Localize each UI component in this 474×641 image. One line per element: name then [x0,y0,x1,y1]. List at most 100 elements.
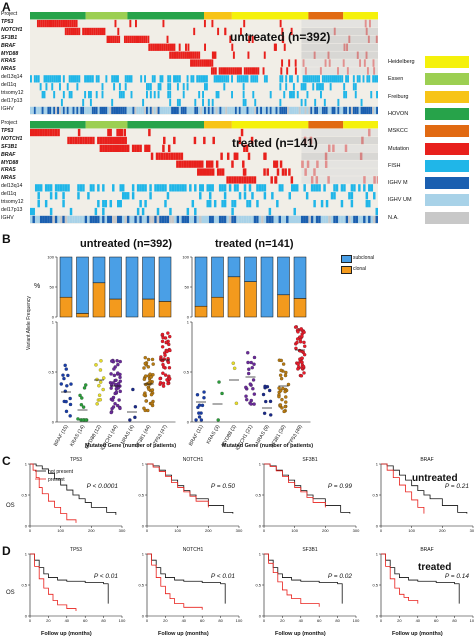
untreated-mutation-cell [38,19,41,28]
treated-project-segment [308,121,344,129]
untreated-na-block [301,35,378,43]
untreated-mutation-cell [173,51,175,59]
untreated-row-label-del13q14: del13q14 [1,74,23,81]
treated-fish-cell [87,192,90,200]
untreated-bar-clonal [59,296,73,318]
treated-ighv-cell [52,215,55,224]
untreated-fish-cell [62,91,65,99]
legend-swatch-mskcc [425,125,469,138]
untreated-mutation-cell [224,67,227,75]
untreated-fish-cell [292,91,295,99]
untreated-scatter-point [167,366,172,370]
untreated-scatter-point [118,359,122,364]
untreated-ighv-cell [364,106,367,115]
treated-fish-cell [191,200,195,208]
treated-ighv-cell [174,215,177,224]
treated-mutation-cell [270,176,273,184]
untreated-ighv-cell [47,106,50,115]
untreated-scatter-point [133,405,138,409]
treated-ighv-cell [300,215,304,224]
treated-mutation-cell [67,136,70,145]
untreated-fish-cell [149,83,152,91]
treated-ighv-cell [129,215,132,224]
treated-na-block [301,160,378,168]
untreated-fish-cell [30,75,32,83]
treated-ighv-cell [141,215,145,224]
untreated-ighv-cell [53,106,56,115]
treated-scatter-point [278,403,283,407]
untreated-fish-cell [244,75,247,83]
untreated-ighv-cell [318,106,320,115]
treated-ighv-cell [37,215,40,224]
untreated-fish-cell [117,75,119,83]
treated-fish-cell [211,184,214,192]
legend-swatch-fish [425,159,469,172]
untreated-ighv-cell [320,106,322,115]
treated-ighv-cell [114,215,117,224]
treated-ighv-cell [248,215,252,224]
untreated-scatter-point [114,390,119,394]
treated-mutation-cell [274,160,277,168]
treated-fish-cell [368,184,371,192]
untreated-fish-cell [70,75,73,83]
treated-scatter-point [302,330,306,334]
treated-na-block [301,136,378,145]
untreated-ighv-cell [356,106,359,115]
untreated-scatter-point [109,386,113,390]
untreated-row-label-trisomy12: trisomy12 [1,90,24,96]
untreated-ighv-cell [175,106,177,115]
untreated-scatter-point [146,365,151,369]
treated-ighv-cell [305,215,309,224]
km-treated-tp53-ytick-label: 1 [25,552,28,557]
untreated-mutation-cell [135,35,138,43]
km-legend-present: present [48,477,65,483]
km-treated-braf-title: BRAF [420,547,433,553]
untreated-ighv-cell [144,106,146,115]
untreated-bar-clonal [76,313,89,318]
untreated-fish-cell [198,91,201,99]
treated-ighv-cell [44,215,48,224]
km-treated-notch1-xtick-label: 20 [163,618,168,623]
untreated-ighv-cell [184,106,187,115]
legend-label-freiburg: Freiburg [388,93,409,100]
untreated-fish-cell [124,83,127,91]
treated-mutation-cell [205,160,209,168]
untreated-mutation-cell [123,35,126,43]
treated-ighv-cell [92,215,95,224]
km-treated-tp53-ytick-label: 0.5 [21,583,27,588]
untreated-ighv-cell [263,106,266,115]
untreated-ighv-cell [256,106,259,115]
untreated-fish-cell [55,75,58,83]
untreated-ighv-cell [146,106,148,115]
treated-mutation-cell [266,168,269,176]
untreated-fish-cell [186,83,189,91]
treated-ighv-cell [373,215,376,224]
untreated-mutation-cell [65,19,68,28]
untreated-fish-cell [252,75,255,83]
treated-ighv-cell [30,215,33,224]
untreated-mutation-cell [222,67,225,75]
untreated-ighv-cell [287,106,290,115]
treated-fish-cell [213,200,217,208]
treated-fish-cell [44,200,48,208]
untreated-mutation-cell [207,59,210,67]
untreated-fish-cell [118,83,121,91]
treated-mutation-cell [221,168,225,176]
untreated-mutation-cell [67,19,70,28]
treated-fish-cell [77,192,80,200]
treated-fish-cell [119,184,122,192]
km-untreated-sf3b1-xtick-label: 100 [291,528,298,533]
untreated-mutation-cell [214,51,217,59]
treated-scatter-point [249,402,253,406]
untreated-fish-cell [175,75,177,83]
untreated-ighv-cell [101,106,104,115]
untreated-ighv-cell [51,106,54,115]
untreated-scatter-point [161,384,166,388]
treated-mutation-cell [274,176,278,184]
untreated-fish-cell [325,75,328,83]
d-xlabel-4: Follow up (months) [392,631,443,637]
untreated-mutation-cell [127,35,130,43]
treated-ighv-cell [233,215,237,224]
c-untreated-tag: untreated [412,473,458,484]
